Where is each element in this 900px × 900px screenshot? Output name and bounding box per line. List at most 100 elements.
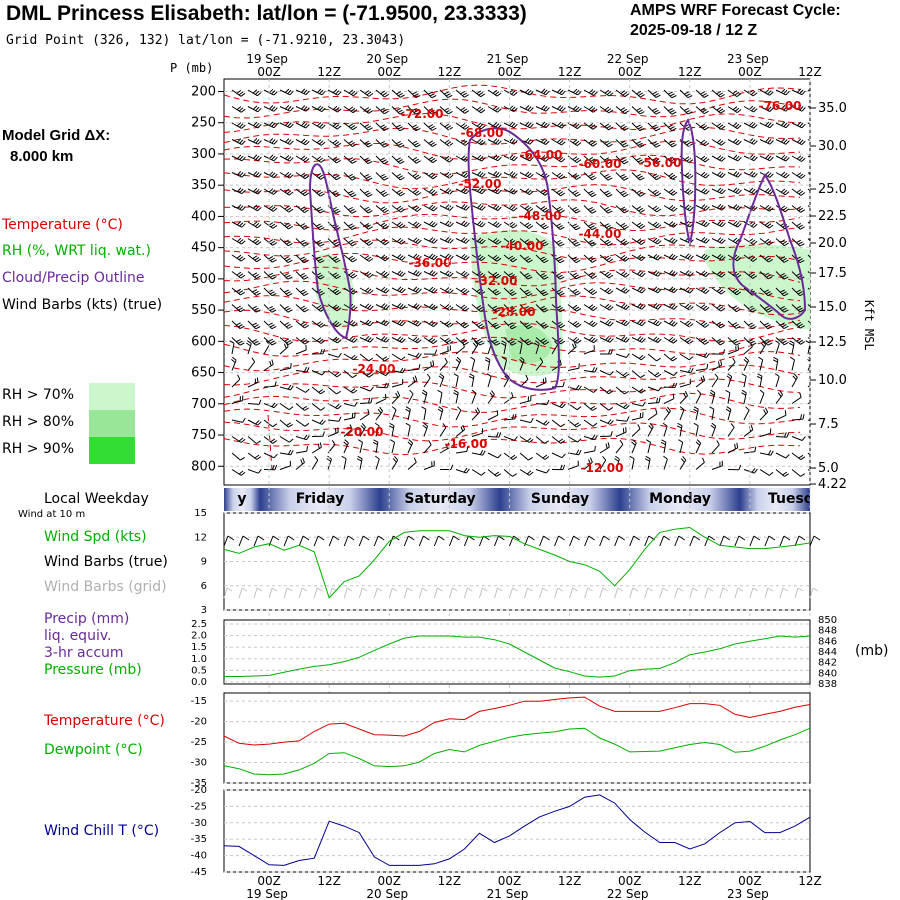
- wind-barb: [583, 106, 598, 113]
- wind-barb: [327, 271, 341, 280]
- wind-barb: [647, 122, 661, 132]
- height-tick-label: 10.0: [818, 373, 847, 388]
- wind-barb: [263, 254, 277, 263]
- wind-barb: [679, 155, 694, 164]
- height-tick-label: 4.22: [818, 477, 847, 492]
- wind-barb: [263, 419, 278, 428]
- temperature-contour-label: -32.00: [475, 274, 518, 288]
- wind-barb: [583, 367, 598, 373]
- wind-barb: [695, 253, 710, 261]
- wind-barb: [551, 205, 565, 214]
- wind-barb: [759, 89, 774, 96]
- temperature-contour: [224, 154, 801, 175]
- pressure-tick-label: 500: [191, 272, 216, 287]
- wind-barb: [535, 221, 549, 230]
- wind-barb: [375, 303, 390, 310]
- wind-barb: [487, 452, 502, 459]
- wind-barb: [359, 188, 373, 198]
- wind-barb: [327, 172, 341, 181]
- wind-barb: [679, 188, 694, 196]
- wind-barb: [679, 89, 693, 99]
- temperature-contour: [224, 336, 800, 357]
- height-tick-label: 22.5: [818, 209, 847, 224]
- wind-barb: [711, 460, 723, 470]
- surface-wind-barb: [388, 535, 400, 547]
- wind-barb: [423, 237, 438, 244]
- wind-barb: [487, 337, 501, 346]
- wind-barb: [535, 419, 550, 426]
- wind-barb: [407, 389, 414, 404]
- wind-barb: [359, 336, 374, 343]
- wind-barb: [455, 155, 470, 162]
- wind-barb: [775, 238, 789, 247]
- wind-barb: [775, 410, 787, 421]
- wind-barb: [487, 204, 502, 211]
- wind-barb: [295, 287, 309, 297]
- wind-barb: [663, 393, 675, 404]
- pressure-tick-label: 800: [191, 459, 216, 474]
- temperature-contour-label: -52.00: [459, 177, 502, 191]
- wind-barb: [423, 373, 431, 388]
- wind-barb: [327, 105, 342, 113]
- panel-tick-label: 1.5: [191, 642, 207, 653]
- temperature-contour-label: -24.00: [353, 362, 396, 376]
- wind-barb: [343, 439, 349, 454]
- panel-tick-label: -30: [191, 818, 207, 829]
- surface-wind-barb: [674, 535, 686, 547]
- wind-barb: [247, 436, 261, 444]
- wind-barb: [663, 172, 678, 180]
- wind-barb: [791, 373, 798, 388]
- surface-wind-barb: [298, 535, 310, 547]
- dewpoint-panel-label: Dewpoint (°C): [44, 742, 143, 758]
- wind-barb: [551, 155, 566, 163]
- wind-barb: [503, 238, 518, 246]
- wind-barb: [743, 271, 758, 279]
- wind-barb: [727, 304, 741, 313]
- wind-barb: [263, 221, 278, 229]
- wind-barb: [263, 337, 277, 346]
- pressure-unit-label: (mb): [855, 643, 889, 659]
- surface-wind-barb: [223, 535, 235, 547]
- wind-barb: [711, 237, 726, 244]
- wind-barb: [615, 89, 630, 98]
- grid-wind-barb: [509, 587, 518, 599]
- pressure-right-tick-label: 848: [818, 626, 837, 637]
- wind-barb: [279, 419, 293, 428]
- wind-barb: [599, 106, 614, 114]
- top-hour-tick: 00Z: [257, 65, 281, 79]
- grid-wind-barb: [659, 587, 669, 599]
- wind-barb: [311, 287, 325, 296]
- wind-barb: [695, 89, 709, 98]
- wind-barb: [375, 336, 390, 343]
- wind-barb: [535, 452, 550, 460]
- wind-barb: [439, 320, 454, 328]
- wind-barb: [631, 412, 644, 421]
- wind-barb: [327, 386, 341, 395]
- wind-barb: [311, 188, 325, 197]
- wind-barb: [535, 188, 550, 196]
- wind-barb: [775, 88, 790, 96]
- wind-barb: [647, 286, 662, 294]
- wind-barb: [647, 319, 662, 327]
- wind-barb: [343, 424, 353, 437]
- wind-barb: [647, 205, 662, 213]
- grid-wind-barb: [448, 587, 458, 599]
- wind-barb: [727, 337, 741, 346]
- top-date-label: 22 Sep: [607, 52, 649, 66]
- wind-barb: [455, 337, 469, 346]
- temperature-contour: [224, 392, 801, 413]
- wind-barb: [676, 422, 683, 437]
- grid-wind-barb: [644, 587, 653, 599]
- wind-barb: [519, 238, 533, 246]
- wind-barb: [471, 237, 486, 245]
- wind-barb: [727, 271, 742, 279]
- wind-barb: [247, 171, 262, 178]
- wind-barb: [343, 155, 357, 164]
- wind-barb: [247, 468, 262, 474]
- wind-barb: [487, 410, 499, 421]
- wind-barb: [455, 446, 469, 454]
- wind-barb: [519, 138, 534, 145]
- wind-barb: [455, 89, 469, 98]
- wind-barb: [583, 122, 598, 130]
- legend-wind-barbs: Wind Barbs (kts) (true): [2, 297, 163, 313]
